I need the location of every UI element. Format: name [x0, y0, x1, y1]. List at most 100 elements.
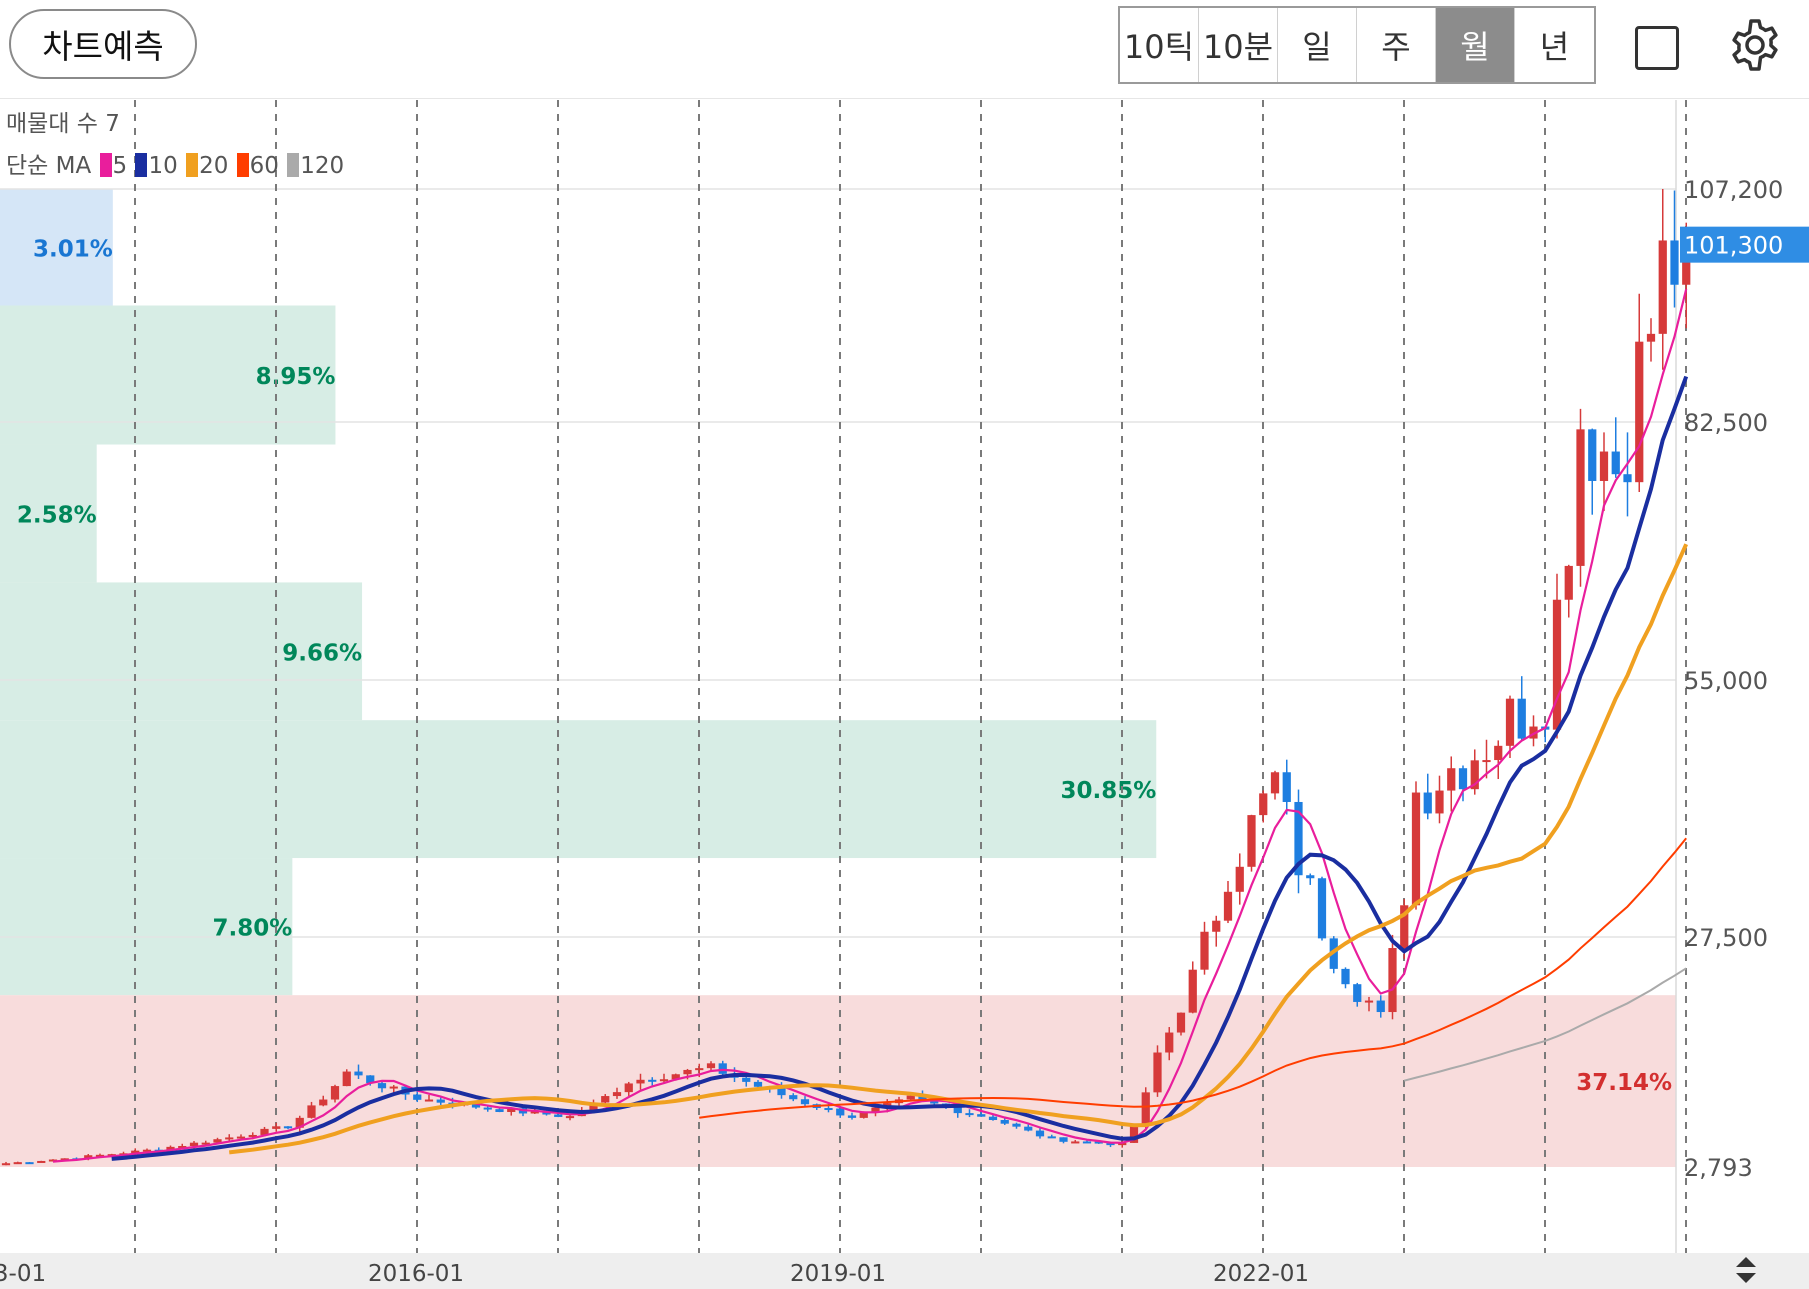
ma5-label: 5: [112, 153, 128, 179]
candle-body: [683, 1069, 692, 1075]
candle-body: [84, 1155, 93, 1159]
y-tick-label: 55,000: [1684, 667, 1768, 695]
candle-body: [1646, 333, 1656, 342]
period-day[interactable]: 일: [1278, 8, 1357, 82]
candle-body: [60, 1158, 69, 1161]
volume-profile-label: 매물대 수 7: [6, 111, 120, 137]
candle-body: [1094, 1141, 1103, 1144]
volume-profile-legend: 매물대 수 7: [6, 104, 120, 138]
candle-body: [1552, 599, 1562, 730]
candle-body: [1317, 878, 1327, 939]
toolbar: 차트예측 10틱 10분 일 주 월 년: [0, 0, 1809, 99]
candle-body: [988, 1116, 998, 1121]
candle-body: [1494, 745, 1503, 761]
candle-body: [1, 1163, 11, 1166]
candle-body: [624, 1083, 633, 1093]
candle-body: [601, 1096, 610, 1103]
period-10tick[interactable]: 10틱: [1120, 8, 1199, 82]
candle-body: [718, 1063, 727, 1074]
candle-body: [25, 1162, 34, 1165]
candle-body: [1682, 244, 1691, 285]
candle-body: [272, 1126, 281, 1129]
period-10min[interactable]: 10분: [1199, 8, 1278, 82]
candle-body: [1176, 1012, 1186, 1033]
ma120-swatch: [287, 153, 300, 177]
candle-body: [1024, 1126, 1033, 1131]
candle-body: [1259, 793, 1268, 816]
candle-body: [1435, 790, 1444, 814]
x-tick-label: 2022-01: [1213, 1261, 1309, 1287]
candle-body: [1353, 984, 1362, 1002]
current-price-label: 101,300: [1684, 232, 1783, 260]
candle-body: [695, 1068, 704, 1071]
candle-body: [1623, 474, 1632, 483]
candle-body: [1470, 760, 1479, 790]
candle-body: [1505, 698, 1515, 746]
candle-body: [495, 1109, 504, 1112]
volume-profile-pct-label: 37.14%: [1576, 1070, 1672, 1096]
volume-profile-pct-label: 2.58%: [17, 502, 97, 528]
x-axis-band: [0, 1253, 1809, 1289]
candle-body: [1482, 760, 1491, 763]
candle-body: [225, 1137, 234, 1140]
volume-profile-pct-label: 30.85%: [1060, 778, 1156, 804]
candle-body: [1000, 1120, 1009, 1124]
candle-body: [1270, 772, 1280, 794]
period-week[interactable]: 주: [1357, 8, 1436, 82]
candle-body: [142, 1149, 152, 1152]
candle-body: [589, 1102, 598, 1112]
candle-body: [1012, 1123, 1021, 1127]
candle-body: [131, 1150, 140, 1154]
candle-body: [706, 1063, 716, 1069]
candle-body: [965, 1113, 974, 1116]
candle-body: [1200, 931, 1209, 970]
candle-body: [377, 1083, 387, 1089]
candle-body: [906, 1095, 915, 1100]
candle-body: [436, 1099, 445, 1103]
candle-body: [1564, 565, 1573, 600]
ma20-line: [228, 543, 1689, 1155]
candle-body: [483, 1107, 492, 1110]
ma-legend: 단순 MA 5 10 20 60 120: [6, 146, 344, 180]
volume-profile-bar: [0, 189, 113, 306]
candle-body: [1118, 1142, 1127, 1146]
candle-body: [800, 1099, 810, 1105]
chart-predict-button[interactable]: 차트예측: [9, 9, 197, 79]
candle-body: [471, 1103, 481, 1108]
candle-body: [918, 1095, 927, 1100]
candle-body: [1670, 240, 1679, 285]
period-month[interactable]: 월: [1436, 8, 1515, 82]
candle-body: [1247, 815, 1256, 867]
candle-body: [1235, 866, 1244, 892]
scroll-updown-icon[interactable]: [1733, 1255, 1759, 1285]
candle-body: [1411, 792, 1421, 906]
period-year[interactable]: 년: [1539, 28, 1570, 66]
candle-body: [1282, 772, 1291, 802]
candle-body: [777, 1088, 786, 1096]
candle-body: [413, 1094, 422, 1100]
candle-body: [1082, 1141, 1092, 1144]
candle-body: [1400, 905, 1409, 949]
candle-body: [330, 1086, 340, 1100]
candle-body: [1035, 1130, 1045, 1137]
candle-body: [37, 1160, 46, 1163]
candle-body: [789, 1095, 798, 1100]
candle-body: [1306, 875, 1315, 879]
candle-body: [742, 1077, 751, 1082]
candle-body: [1223, 891, 1233, 921]
y-tick-label: 82,500: [1684, 409, 1768, 437]
ma-legend-prefix: 단순 MA: [6, 153, 92, 179]
candle-body: [836, 1108, 845, 1116]
square-icon[interactable]: [1635, 26, 1679, 70]
candle-body: [1188, 969, 1197, 1013]
ma10-swatch: [135, 153, 148, 177]
candle-body: [424, 1099, 434, 1102]
candle-body: [1458, 768, 1468, 790]
candle-body: [612, 1092, 622, 1097]
candle-body: [977, 1114, 986, 1117]
volume-profile-pct-label: 3.01%: [33, 236, 113, 262]
candle-body: [1658, 240, 1667, 334]
gear-icon[interactable]: [1727, 17, 1783, 73]
candle-body: [213, 1139, 222, 1143]
